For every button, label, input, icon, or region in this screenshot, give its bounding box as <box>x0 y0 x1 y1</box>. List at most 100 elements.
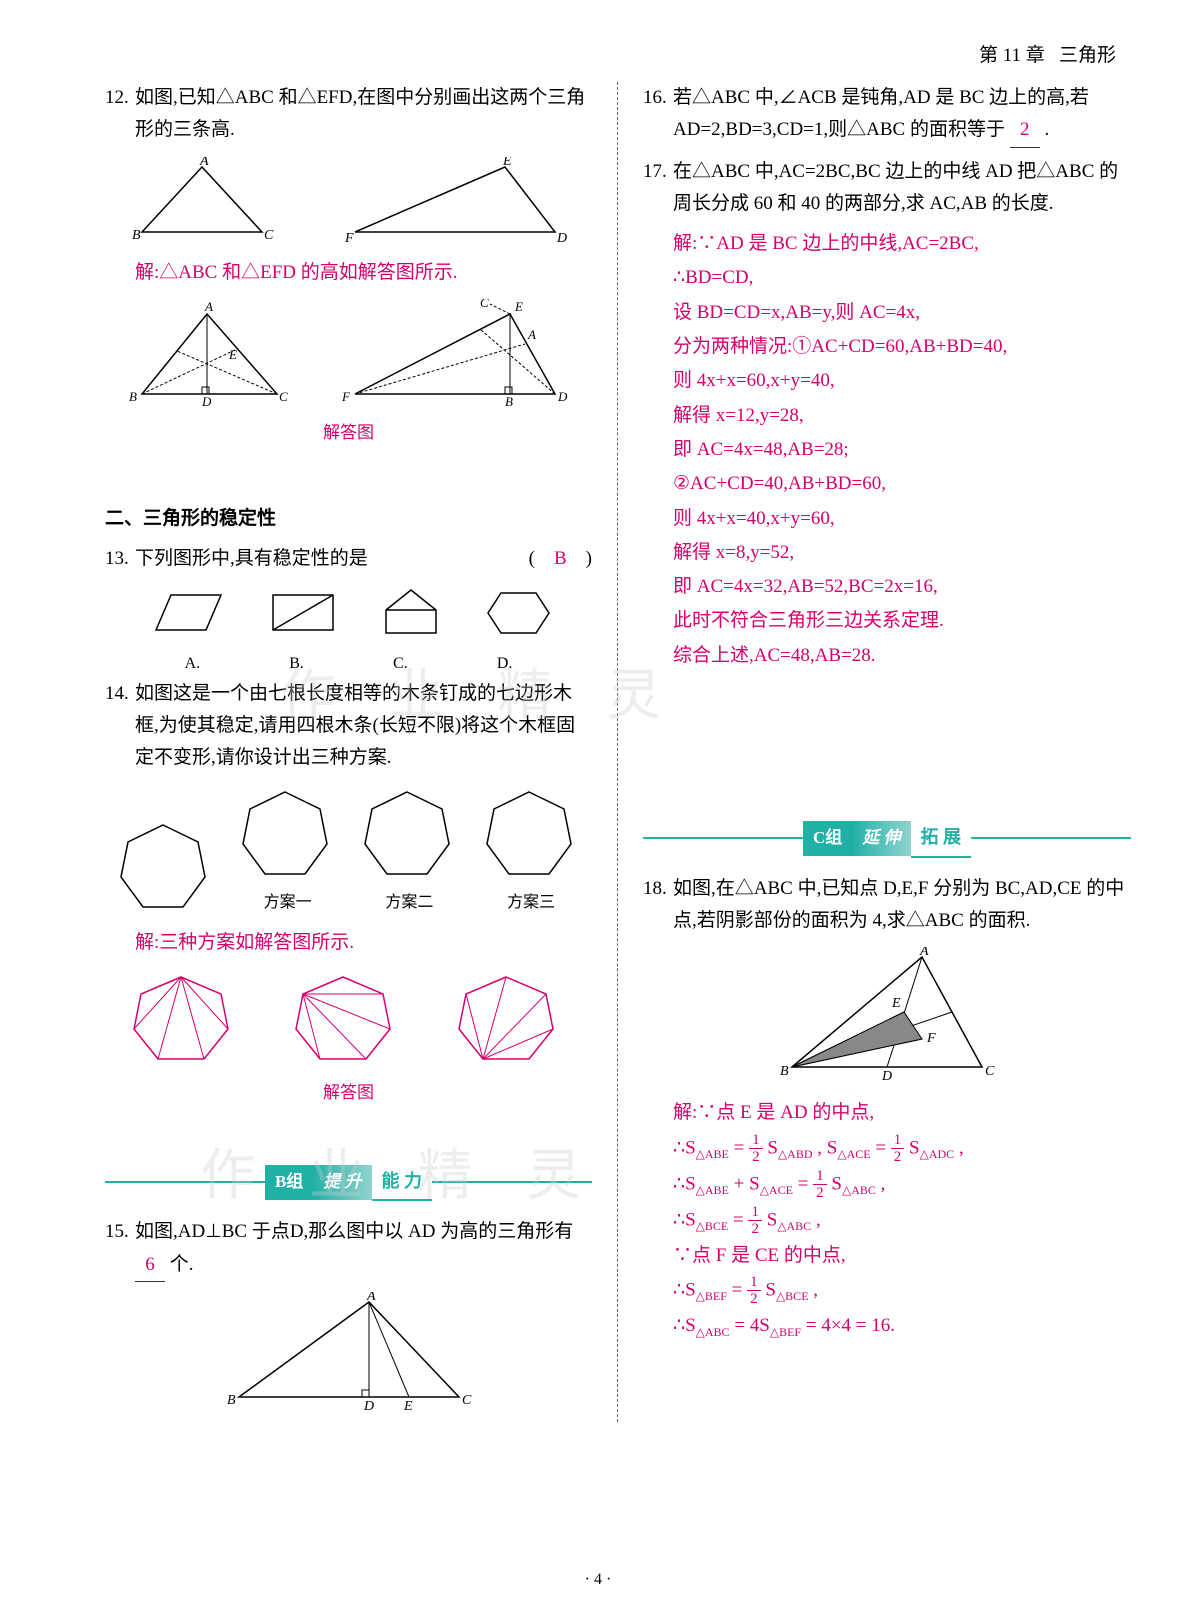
problem-17: 17. 在△ABC 中,AC=2BC,BC 边上的中线 AD 把△ABC 的周长… <box>643 156 1131 221</box>
p13-answer: B <box>554 548 567 569</box>
triangle-efd-solution: E F D C B A <box>330 299 580 409</box>
svg-text:F: F <box>344 231 354 246</box>
triangle-efd: E F D <box>335 157 575 247</box>
group-b-mid: 提 升 <box>313 1165 371 1200</box>
svg-text:C: C <box>480 299 489 310</box>
problem-14: 14. 如图这是一个由七根长度相等的木条钉成的七边形木框,为使其稳定,请用四根木… <box>105 678 592 775</box>
svg-text:D: D <box>556 231 567 246</box>
svg-text:E: E <box>403 1399 413 1412</box>
sol-line: 解:∵AD 是 BC 边上的中线,AC=2BC, <box>673 228 1131 260</box>
p13-text: 下列图形中,具有稳定性的是 <box>135 548 368 569</box>
svg-text:C: C <box>279 389 288 404</box>
page-number: · 4 · <box>0 1571 1196 1589</box>
option-d-shape <box>481 585 556 640</box>
sol-line: 设 BD=CD=x,AB=y,则 AC=4x, <box>673 297 1131 329</box>
svg-text:D: D <box>557 389 568 404</box>
opt-a: A. <box>185 650 201 677</box>
p17-solution: 解:∵AD 是 BC 边上的中线,AC=2BC, ∴BD=CD, 设 BD=CD… <box>643 228 1131 672</box>
problem-text: 如图,在△ABC 中,已知点 D,E,F 分别为 BC,AD,CE 的中点,若阴… <box>673 873 1131 938</box>
p16-answer: 2 <box>1010 114 1040 147</box>
p12-figures: A B C E F D <box>105 157 592 247</box>
sol-line: ∴S△BCE = 12 S△ABC , <box>673 1204 1131 1238</box>
p13-option-labels: A. B. C. D. <box>105 650 592 677</box>
p15-answer: 6 <box>135 1249 165 1282</box>
svg-text:D: D <box>201 394 212 409</box>
heptagon-sol-1 <box>126 969 246 1069</box>
group-b-end: 能 力 <box>372 1163 433 1202</box>
sol-line: ∴S△ABE + S△ACE = 12 S△ABC , <box>673 1168 1131 1202</box>
sol-line: 解得 x=8,y=52, <box>673 537 1131 569</box>
problem-15: 15. 如图,AD⊥BC 于点D,那么图中以 AD 为高的三角形有 6 个. <box>105 1216 592 1282</box>
option-c-shape <box>374 585 449 640</box>
sol-line: ∴BD=CD, <box>673 262 1131 294</box>
topic-label: 三角形 <box>1059 45 1116 66</box>
opt-d: D. <box>497 650 513 677</box>
svg-text:E: E <box>228 347 237 362</box>
svg-text:B: B <box>780 1064 789 1079</box>
left-column: 12. 如图,已知△ABC 和△EFD,在图中分别画出这两个三角形的三条高. A… <box>90 82 618 1422</box>
svg-text:F: F <box>926 1031 936 1046</box>
svg-text:A: A <box>204 299 213 314</box>
answer-paren: ( B ) <box>529 543 592 575</box>
p12-solution-figures: A B C D E E F D C B <box>105 299 592 409</box>
sol-line: 即 AC=4x=48,AB=28; <box>673 434 1131 466</box>
svg-text:E: E <box>502 157 512 169</box>
group-c-end: 拓 展 <box>911 819 972 858</box>
group-c-header: C组 延 伸 拓 展 <box>643 819 1131 858</box>
problem-number: 17. <box>643 156 673 221</box>
scheme-3-label: 方案三 <box>479 889 584 916</box>
problem-text: 下列图形中,具有稳定性的是 ( B ) <box>135 543 592 575</box>
triangle-abc: A B C <box>122 157 302 247</box>
p14-solution-intro: 解:三种方案如解答图所示. <box>105 927 592 959</box>
scheme-3: 方案三 <box>479 784 584 916</box>
svg-text:D: D <box>881 1069 892 1084</box>
svg-text:B: B <box>129 389 137 404</box>
problem-text: 如图这是一个由七根长度相等的木条钉成的七边形木框,为使其稳定,请用四根木条(长短… <box>135 678 592 775</box>
p13-options <box>105 585 592 640</box>
svg-text:C: C <box>462 1393 472 1408</box>
content-columns: 12. 如图,已知△ABC 和△EFD,在图中分别画出这两个三角形的三条高. A… <box>90 82 1146 1422</box>
problem-number: 16. <box>643 82 673 148</box>
sol-line: ∴S△ABC = 4S△BEF = 4×4 = 16. <box>673 1310 1131 1342</box>
p14-caption: 解答图 <box>105 1079 592 1108</box>
svg-text:D: D <box>363 1399 374 1412</box>
sol-line: ②AC+CD=40,AB+BD=60, <box>673 468 1131 500</box>
problem-16: 16. 若△ABC 中,∠ACB 是钝角,AD 是 BC 边上的高,若 AD=2… <box>643 82 1131 148</box>
p15-figure: A B D E C <box>105 1292 592 1412</box>
opt-b: B. <box>289 650 304 677</box>
problem-number: 13. <box>105 543 135 575</box>
heptagon-sol-2 <box>288 969 408 1069</box>
p15-text-post: 个. <box>170 1254 194 1275</box>
sol-line: 即 AC=4x=32,AB=52,BC=2x=16, <box>673 571 1131 603</box>
problem-text: 在△ABC 中,AC=2BC,BC 边上的中线 AD 把△ABC 的周长分成 6… <box>673 156 1131 221</box>
svg-text:B: B <box>227 1393 236 1408</box>
problem-18: 18. 如图,在△ABC 中,已知点 D,E,F 分别为 BC,AD,CE 的中… <box>643 873 1131 938</box>
sol-line: ∵点 F 是 CE 的中点, <box>673 1240 1131 1272</box>
p15-text-pre: 如图,AD⊥BC 于点D,那么图中以 AD 为高的三角形有 <box>135 1221 573 1242</box>
p16-text-post: . <box>1044 119 1049 140</box>
problem-text: 如图,AD⊥BC 于点D,那么图中以 AD 为高的三角形有 6 个. <box>135 1216 592 1282</box>
sol-line: ∴S△ABE = 12 S△ABD , S△ACE = 12 S△ADC , <box>673 1132 1131 1166</box>
sol-line: 综合上述,AC=48,AB=28. <box>673 640 1131 672</box>
sol-intro: 解:∵点 E 是 AD 的中点, <box>673 1097 1131 1129</box>
page-header: 第 11 章 三角形 <box>90 40 1146 67</box>
svg-text:C: C <box>264 228 274 243</box>
sol-line: 此时不符合三角形三边关系定理. <box>673 605 1131 637</box>
svg-text:E: E <box>514 299 523 314</box>
problem-number: 12. <box>105 82 135 147</box>
p12-caption: 解答图 <box>105 419 592 448</box>
p14-figures: 方案一 方案二 方案三 <box>105 784 592 916</box>
triangle-abc-solution: A B C D E <box>117 299 307 409</box>
option-b-shape <box>263 585 343 640</box>
svg-text:A: A <box>366 1292 376 1304</box>
svg-text:F: F <box>341 389 351 404</box>
problem-number: 18. <box>643 873 673 938</box>
p14-solution-figures <box>105 969 592 1069</box>
sol-line: 则 4x+x=40,x+y=60, <box>673 503 1131 535</box>
problem-text: 若△ABC 中,∠ACB 是钝角,AD 是 BC 边上的高,若 AD=2,BD=… <box>673 82 1131 148</box>
chapter-label: 第 11 章 <box>979 45 1045 66</box>
problem-13: 13. 下列图形中,具有稳定性的是 ( B ) <box>105 543 592 575</box>
scheme-2: 方案二 <box>357 784 462 916</box>
svg-text:E: E <box>891 996 901 1011</box>
problem-text: 如图,已知△ABC 和△EFD,在图中分别画出这两个三角形的三条高. <box>135 82 592 147</box>
